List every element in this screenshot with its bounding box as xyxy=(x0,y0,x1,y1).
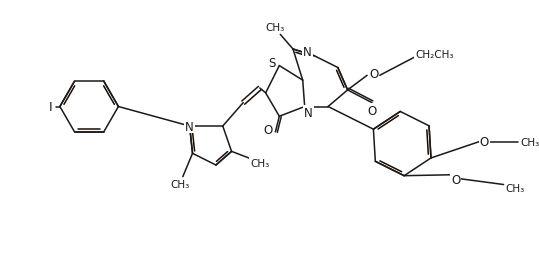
Text: O: O xyxy=(263,124,272,137)
Text: I: I xyxy=(49,101,52,114)
Text: O: O xyxy=(451,173,460,186)
Text: S: S xyxy=(268,57,275,70)
Text: CH₃: CH₃ xyxy=(170,179,190,189)
Text: O: O xyxy=(369,68,378,81)
Text: N: N xyxy=(304,106,313,119)
Text: CH₂CH₃: CH₂CH₃ xyxy=(415,50,454,60)
Text: CH₃: CH₃ xyxy=(266,22,285,33)
Text: O: O xyxy=(368,104,377,117)
Text: O: O xyxy=(480,136,489,149)
Text: N: N xyxy=(303,46,312,59)
Text: CH₃: CH₃ xyxy=(520,137,539,147)
Text: N: N xyxy=(185,120,194,133)
Text: CH₃: CH₃ xyxy=(250,158,270,168)
Text: CH₃: CH₃ xyxy=(506,184,525,194)
